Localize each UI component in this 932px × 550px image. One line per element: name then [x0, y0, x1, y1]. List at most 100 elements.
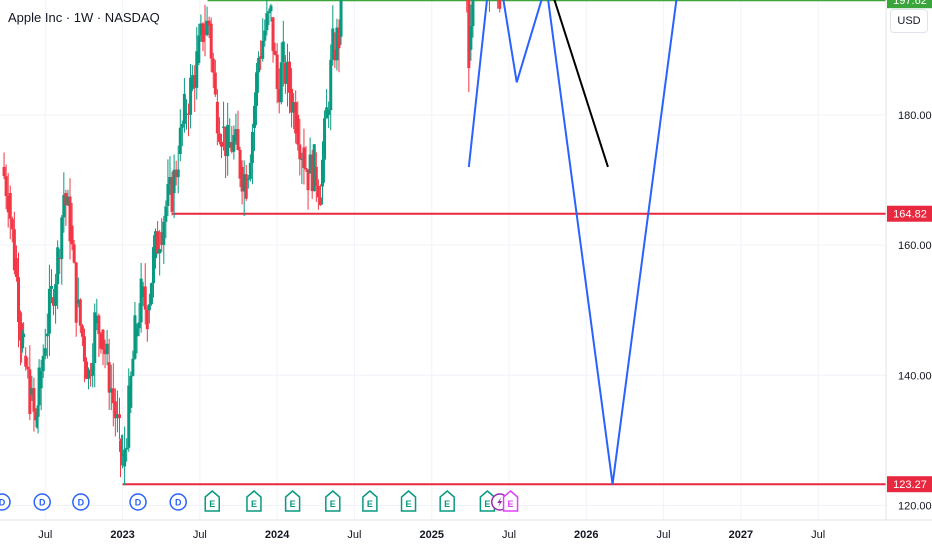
candle-body: [123, 449, 127, 467]
price-tick-label: 140.00: [898, 370, 932, 382]
dividend-marker[interactable]: [169, 493, 187, 511]
dividend-marker-label: D: [175, 498, 182, 508]
earnings-marker[interactable]: [400, 490, 417, 512]
candle-body: [133, 315, 137, 359]
candle-body: [41, 355, 45, 372]
candle-body: [154, 231, 158, 259]
candle-body: [288, 61, 292, 93]
candle-body: [335, 27, 339, 61]
price-tag: [887, 476, 932, 493]
candle-body: [28, 369, 32, 414]
candle-body: [137, 322, 141, 329]
candle-body: [162, 221, 166, 245]
candle-body: [300, 158, 304, 160]
candle-body: [129, 375, 133, 408]
candle-body: [164, 206, 168, 222]
candle-body: [58, 258, 62, 260]
earnings-marker[interactable]: [204, 490, 220, 512]
candle-body: [49, 285, 53, 289]
candle-body: [312, 144, 316, 192]
candle-body: [127, 385, 131, 448]
candle-body: [327, 110, 331, 115]
earnings-marker[interactable]: [479, 490, 496, 512]
candlesticks: [2, 0, 502, 486]
candle-body: [199, 23, 203, 36]
earnings-marker[interactable]: [284, 490, 301, 512]
candle-body: [35, 416, 39, 428]
horizontal-levels[interactable]: [0, 0, 886, 486]
candle-body: [275, 54, 279, 89]
candle-body: [281, 41, 285, 63]
dividend-marker[interactable]: [33, 493, 51, 511]
candle-body: [120, 451, 124, 456]
candle-body: [236, 129, 240, 151]
time-tick-label: 2026: [574, 529, 598, 541]
candle-body: [242, 174, 246, 192]
candle-body: [54, 284, 58, 306]
downtrend-line[interactable]: [426, 0, 609, 168]
candle-body: [211, 58, 215, 73]
dividend-marker[interactable]: [129, 493, 147, 511]
candle-body: [244, 174, 248, 199]
earnings-marker[interactable]: [246, 490, 262, 512]
earnings-marker[interactable]: [325, 490, 341, 512]
time-axis[interactable]: Jul 2023 Jul 2024 Jul 2025 Jul 2026 Jul 2027 Jul: [38, 529, 825, 541]
candle-body: [279, 62, 283, 103]
candle-body: [271, 17, 275, 51]
candle-body: [201, 23, 205, 42]
candle-body: [273, 50, 277, 55]
projection-line[interactable]: [467, 0, 815, 485]
candle-body: [109, 388, 113, 393]
candle-body: [166, 184, 170, 207]
price-axis[interactable]: 120.00140.00160.00180.00200.00220.00240.…: [898, 0, 932, 513]
candle-body: [320, 159, 324, 187]
projection-path[interactable]: [467, 0, 817, 485]
candle-body: [261, 40, 265, 59]
candle-body: [4, 176, 8, 197]
candle-body: [248, 162, 252, 179]
candle-body: [263, 30, 267, 41]
earnings-marker-label: E: [367, 499, 373, 509]
earnings-marker[interactable]: [362, 490, 378, 512]
candle-body: [91, 362, 95, 376]
price-tag-label: 197.62: [893, 0, 927, 7]
candle-body: [113, 401, 117, 419]
candle-body: [498, 0, 502, 9]
candle-body: [217, 133, 221, 142]
earnings-marker[interactable]: [502, 490, 519, 512]
time-tick-label: Jul: [502, 529, 516, 541]
currency-button[interactable]: USD: [890, 9, 928, 33]
earnings-marker[interactable]: [439, 490, 455, 512]
candle-body: [107, 362, 111, 393]
candle-body: [6, 196, 10, 213]
candle-body: [176, 169, 180, 178]
candle-body: [178, 127, 182, 154]
candle-body: [87, 369, 91, 379]
candle-body: [72, 244, 76, 263]
candle-body: [226, 124, 230, 157]
candle-body: [265, 13, 269, 31]
chart-title: Apple Inc · 1W · NASDAQ: [8, 10, 160, 25]
candle-body: [213, 72, 217, 95]
candle-body: [250, 131, 254, 163]
candle-body: [314, 166, 318, 186]
candle-body: [119, 440, 123, 452]
candle-body: [121, 455, 125, 457]
dividend-marker[interactable]: [0, 493, 11, 511]
dividend-marker[interactable]: [72, 493, 90, 511]
candle-body: [39, 371, 43, 389]
candle-body: [52, 297, 56, 306]
dividend-marker-label: D: [78, 498, 85, 508]
candle-body: [220, 141, 223, 147]
dividend-marker-label: D: [39, 498, 46, 508]
candle-body: [64, 193, 68, 206]
trendline[interactable]: [426, 0, 609, 168]
chart-grid: [0, 0, 886, 520]
candle-body: [76, 299, 80, 304]
candle-body: [143, 286, 147, 310]
earnings-marker-label: E: [209, 499, 215, 509]
candle-body: [24, 355, 28, 367]
